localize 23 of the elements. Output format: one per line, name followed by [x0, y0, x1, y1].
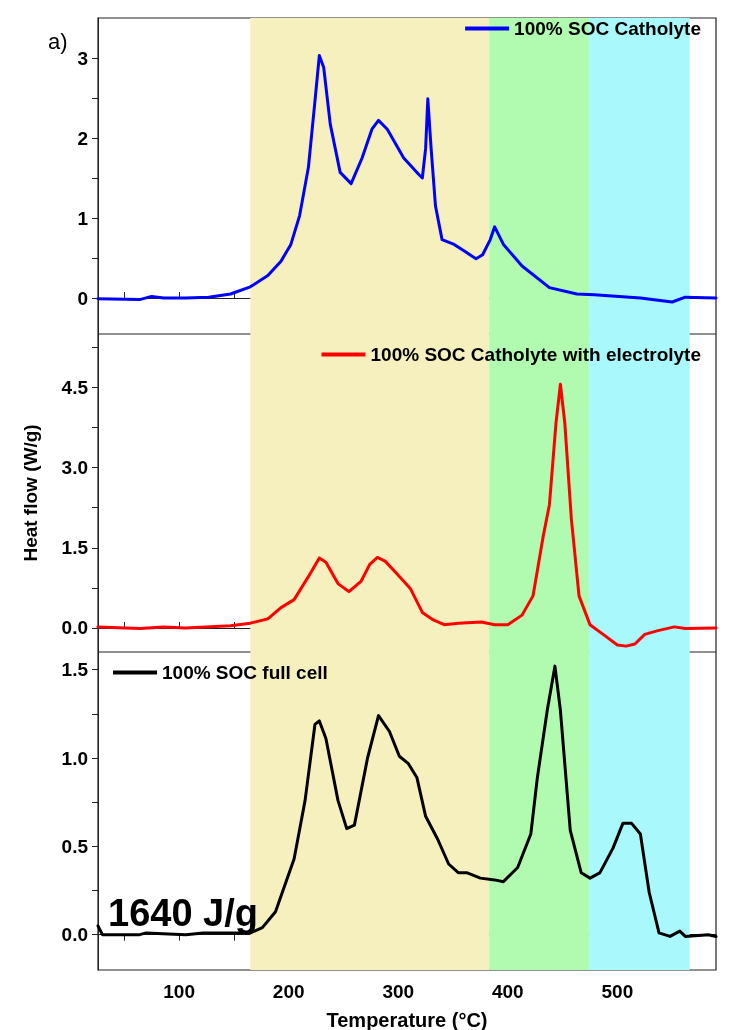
y-tick-label: 0	[77, 287, 88, 309]
annotation: 1640 J/g	[108, 892, 258, 934]
y-tick-label: 0.0	[61, 924, 88, 946]
y-tick-label: 1.5	[61, 537, 89, 559]
y-tick-label: 0.5	[61, 835, 89, 857]
legend-label: 100% SOC full cell	[162, 662, 328, 683]
y-tick-label: 2	[77, 127, 88, 149]
text: a)	[48, 28, 68, 54]
x-tick-label: 500	[601, 981, 634, 1002]
y-tick-label: 0.0	[61, 617, 88, 639]
y-tick-label: 1	[77, 207, 89, 229]
legend-label: 100% SOC Catholyte	[514, 18, 702, 39]
legend-label: 100% SOC Catholyte with electrolyte	[370, 344, 702, 365]
y-tick-label: 3.0	[61, 457, 88, 479]
x-tick-label: 200	[272, 981, 305, 1002]
y-tick-label: 3	[77, 47, 88, 69]
y-tick-label: 1.0	[61, 747, 88, 769]
y-tick-label: 4.5	[61, 376, 89, 398]
y-axis-title: Heat flow (W/g)	[20, 424, 41, 562]
x-tick-label: 400	[491, 981, 524, 1002]
x-tick-label: 300	[382, 981, 415, 1002]
y-tick-label: 1.5	[61, 659, 89, 681]
x-tick-label: 100	[163, 981, 195, 1002]
